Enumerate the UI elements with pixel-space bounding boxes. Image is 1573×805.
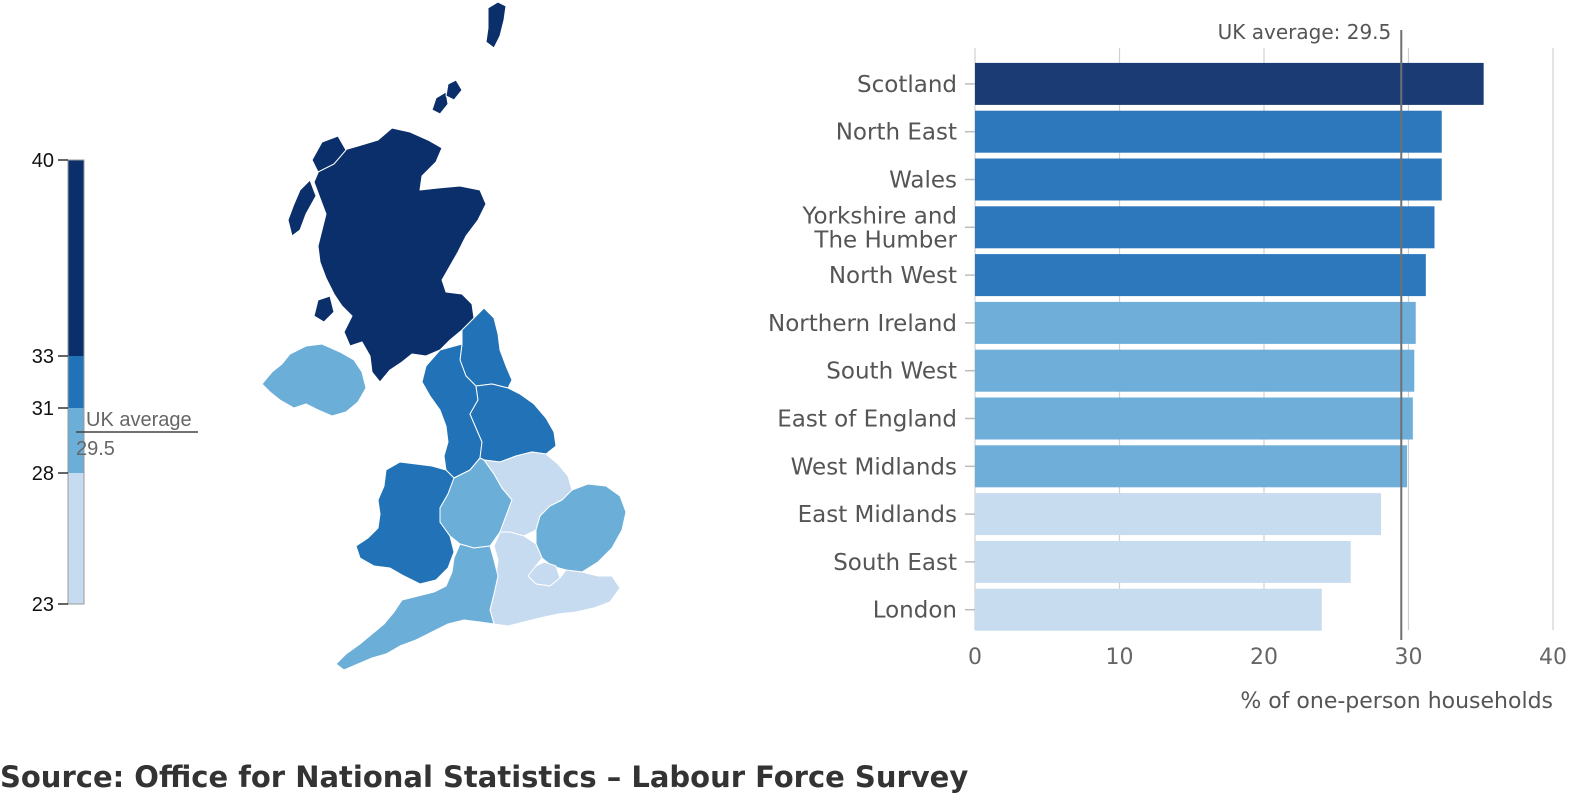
legend-tick-label-33: 33 xyxy=(32,346,54,368)
map-legend: 40 33 31 28 23 UK average 29.5 xyxy=(32,150,198,616)
map-region-scotland[interactable] xyxy=(287,1,507,383)
category-label-line: The Humber xyxy=(813,227,957,253)
map-region-wales[interactable] xyxy=(355,461,455,585)
map-region-yorkshire[interactable] xyxy=(469,383,557,463)
x-axis-title: % of one-person households xyxy=(1240,689,1553,714)
bars xyxy=(975,62,1484,631)
bar-east-of-england[interactable] xyxy=(975,397,1413,440)
map-region-east-of-england[interactable] xyxy=(535,483,627,573)
legend-average-label: UK average xyxy=(86,409,192,431)
x-axis-ticks: 0 10 20 30 40 xyxy=(968,645,1567,670)
uk-average-reference-label: UK average: 29.5 xyxy=(1218,20,1392,44)
x-tick-label-30: 30 xyxy=(1395,645,1423,670)
y-axis-ticks xyxy=(965,83,975,611)
bar-wales[interactable] xyxy=(975,158,1442,201)
x-tick-label-40: 40 xyxy=(1539,645,1567,670)
bar-northern-ireland[interactable] xyxy=(975,301,1416,344)
category-label-north-east: North East xyxy=(836,120,957,146)
legend-average-value: 29.5 xyxy=(76,438,115,460)
legend-band-28-31 xyxy=(68,408,84,473)
category-label-yorkshire-and-the-humber: Yorkshire and The Humber xyxy=(802,203,958,253)
category-label-northern-ireland: Northern Ireland xyxy=(768,311,957,337)
category-label-south-west: South West xyxy=(826,359,957,385)
category-label-wales: Wales xyxy=(889,168,957,194)
bar-west-midlands[interactable] xyxy=(975,445,1408,488)
category-label-scotland: Scotland xyxy=(857,72,957,98)
category-labels: Scotland North East Wales Yorkshire and The … xyxy=(768,72,958,624)
category-label-east-of-england: East of England xyxy=(777,407,957,433)
bar-east-midlands[interactable] xyxy=(975,493,1382,536)
legend-tick-label-28: 28 xyxy=(32,463,54,485)
uk-map xyxy=(261,1,627,671)
legend-tick-label-40: 40 xyxy=(32,150,54,172)
x-tick-label-10: 10 xyxy=(1106,645,1134,670)
source-note: Source: Office for National Statistics –… xyxy=(0,760,969,794)
legend-band-23-28 xyxy=(68,473,84,604)
legend-band-33-40 xyxy=(68,160,84,356)
map-region-northern-ireland[interactable] xyxy=(261,343,367,417)
legend-tick-label-23: 23 xyxy=(32,594,54,616)
bar-north-west[interactable] xyxy=(975,254,1426,297)
bar-scotland[interactable] xyxy=(975,62,1484,105)
category-label-line: Yorkshire and xyxy=(802,203,957,229)
x-tick-label-20: 20 xyxy=(1250,645,1278,670)
category-label-london: London xyxy=(873,598,957,624)
category-label-west-midlands: West Midlands xyxy=(791,454,957,480)
category-label-north-west: North West xyxy=(829,263,957,289)
category-label-east-midlands: East Midlands xyxy=(798,502,957,528)
map-region-south-west[interactable] xyxy=(335,543,499,671)
bar-chart: Scotland North East Wales Yorkshire and The … xyxy=(768,20,1567,714)
bar-london[interactable] xyxy=(975,588,1322,631)
x-tick-label-0: 0 xyxy=(968,645,982,670)
legend-band-31-33 xyxy=(68,356,84,408)
bar-south-east[interactable] xyxy=(975,540,1351,583)
legend-tick-label-31: 31 xyxy=(32,398,54,420)
bar-north-east[interactable] xyxy=(975,110,1442,153)
category-label-south-east: South East xyxy=(833,550,957,576)
bar-south-west[interactable] xyxy=(975,349,1415,392)
legend-frame xyxy=(67,159,85,605)
bar-yorkshire-and-the-humber[interactable] xyxy=(975,206,1435,249)
